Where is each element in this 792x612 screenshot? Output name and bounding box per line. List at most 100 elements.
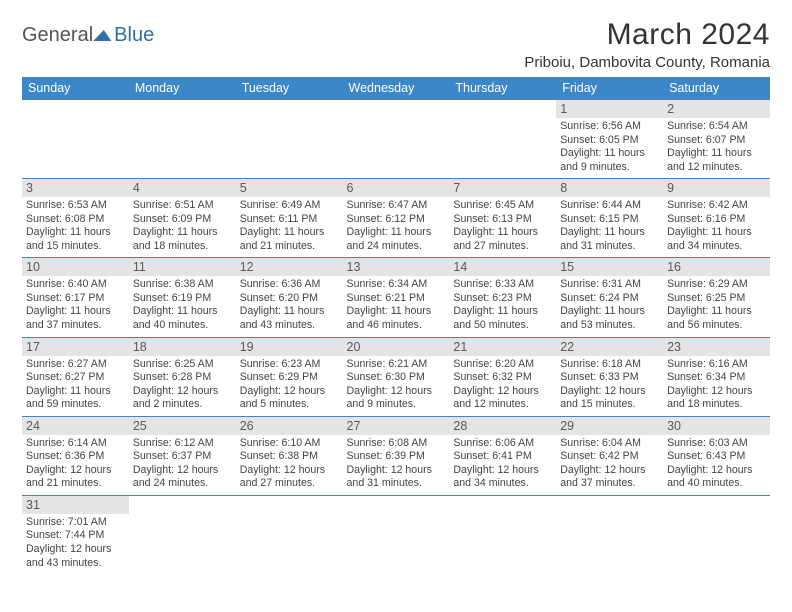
day-cell [663,495,770,574]
day-body: Sunrise: 6:27 AMSunset: 6:27 PMDaylight:… [22,356,129,416]
day-number: 22 [556,338,663,356]
calendar-head: SundayMondayTuesdayWednesdayThursdayFrid… [22,77,770,100]
day-cell: 9Sunrise: 6:42 AMSunset: 6:16 PMDaylight… [663,179,770,258]
week-row: 3Sunrise: 6:53 AMSunset: 6:08 PMDaylight… [22,179,770,258]
weekday-header: Thursday [449,77,556,100]
header-row: General Blue March 2024 Priboiu, Dambovit… [22,18,770,71]
day-number: 12 [236,258,343,276]
day-cell: 1Sunrise: 6:56 AMSunset: 6:05 PMDaylight… [556,100,663,179]
weekday-header: Sunday [22,77,129,100]
day-cell: 26Sunrise: 6:10 AMSunset: 6:38 PMDayligh… [236,416,343,495]
day-body: Sunrise: 6:14 AMSunset: 6:36 PMDaylight:… [22,435,129,495]
day-number: 16 [663,258,770,276]
day-cell [449,100,556,179]
day-number: 1 [556,100,663,118]
title-block: March 2024 Priboiu, Dambovita County, Ro… [524,18,770,71]
day-body: Sunrise: 6:40 AMSunset: 6:17 PMDaylight:… [22,276,129,336]
day-cell [343,495,450,574]
day-cell [343,100,450,179]
day-cell: 12Sunrise: 6:36 AMSunset: 6:20 PMDayligh… [236,258,343,337]
day-number: 23 [663,338,770,356]
day-cell: 29Sunrise: 6:04 AMSunset: 6:42 PMDayligh… [556,416,663,495]
day-cell: 17Sunrise: 6:27 AMSunset: 6:27 PMDayligh… [22,337,129,416]
day-number: 4 [129,179,236,197]
day-body: Sunrise: 6:47 AMSunset: 6:12 PMDaylight:… [343,197,450,257]
day-number: 25 [129,417,236,435]
weekday-header: Wednesday [343,77,450,100]
day-cell: 31Sunrise: 7:01 AMSunset: 7:44 PMDayligh… [22,495,129,574]
day-cell: 13Sunrise: 6:34 AMSunset: 6:21 PMDayligh… [343,258,450,337]
day-cell: 23Sunrise: 6:16 AMSunset: 6:34 PMDayligh… [663,337,770,416]
day-body: Sunrise: 6:49 AMSunset: 6:11 PMDaylight:… [236,197,343,257]
day-cell [236,100,343,179]
day-number: 7 [449,179,556,197]
day-cell: 3Sunrise: 6:53 AMSunset: 6:08 PMDaylight… [22,179,129,258]
weekday-header: Tuesday [236,77,343,100]
day-body: Sunrise: 6:08 AMSunset: 6:39 PMDaylight:… [343,435,450,495]
week-row: 17Sunrise: 6:27 AMSunset: 6:27 PMDayligh… [22,337,770,416]
day-number: 10 [22,258,129,276]
day-number: 14 [449,258,556,276]
day-body: Sunrise: 6:20 AMSunset: 6:32 PMDaylight:… [449,356,556,416]
day-body: Sunrise: 6:23 AMSunset: 6:29 PMDaylight:… [236,356,343,416]
calendar-table: SundayMondayTuesdayWednesdayThursdayFrid… [22,77,770,574]
day-cell: 21Sunrise: 6:20 AMSunset: 6:32 PMDayligh… [449,337,556,416]
day-cell: 25Sunrise: 6:12 AMSunset: 6:37 PMDayligh… [129,416,236,495]
day-number: 9 [663,179,770,197]
triangle-icon [93,30,113,41]
day-body: Sunrise: 6:45 AMSunset: 6:13 PMDaylight:… [449,197,556,257]
day-number: 21 [449,338,556,356]
calendar-body: 1Sunrise: 6:56 AMSunset: 6:05 PMDaylight… [22,100,770,575]
day-number: 2 [663,100,770,118]
day-body: Sunrise: 6:34 AMSunset: 6:21 PMDaylight:… [343,276,450,336]
day-cell: 19Sunrise: 6:23 AMSunset: 6:29 PMDayligh… [236,337,343,416]
day-body: Sunrise: 6:29 AMSunset: 6:25 PMDaylight:… [663,276,770,336]
brand-part2: Blue [114,24,154,47]
week-row: 31Sunrise: 7:01 AMSunset: 7:44 PMDayligh… [22,495,770,574]
day-number: 17 [22,338,129,356]
day-cell [556,495,663,574]
day-number: 15 [556,258,663,276]
day-cell [22,100,129,179]
day-cell: 27Sunrise: 6:08 AMSunset: 6:39 PMDayligh… [343,416,450,495]
day-cell: 6Sunrise: 6:47 AMSunset: 6:12 PMDaylight… [343,179,450,258]
day-body: Sunrise: 6:33 AMSunset: 6:23 PMDaylight:… [449,276,556,336]
day-number: 30 [663,417,770,435]
day-number: 29 [556,417,663,435]
day-number: 5 [236,179,343,197]
day-number: 24 [22,417,129,435]
day-body: Sunrise: 6:36 AMSunset: 6:20 PMDaylight:… [236,276,343,336]
day-cell: 22Sunrise: 6:18 AMSunset: 6:33 PMDayligh… [556,337,663,416]
location-line: Priboiu, Dambovita County, Romania [524,54,770,71]
day-cell: 30Sunrise: 6:03 AMSunset: 6:43 PMDayligh… [663,416,770,495]
day-cell: 14Sunrise: 6:33 AMSunset: 6:23 PMDayligh… [449,258,556,337]
day-number: 3 [22,179,129,197]
day-body: Sunrise: 6:53 AMSunset: 6:08 PMDaylight:… [22,197,129,257]
day-cell [449,495,556,574]
day-body: Sunrise: 6:42 AMSunset: 6:16 PMDaylight:… [663,197,770,257]
day-body: Sunrise: 6:18 AMSunset: 6:33 PMDaylight:… [556,356,663,416]
day-number: 8 [556,179,663,197]
brand-part1: General [22,24,93,47]
day-cell: 15Sunrise: 6:31 AMSunset: 6:24 PMDayligh… [556,258,663,337]
day-number: 26 [236,417,343,435]
day-cell: 24Sunrise: 6:14 AMSunset: 6:36 PMDayligh… [22,416,129,495]
week-row: 10Sunrise: 6:40 AMSunset: 6:17 PMDayligh… [22,258,770,337]
day-number: 19 [236,338,343,356]
day-cell: 11Sunrise: 6:38 AMSunset: 6:19 PMDayligh… [129,258,236,337]
day-cell [129,495,236,574]
day-number: 6 [343,179,450,197]
day-body: Sunrise: 6:25 AMSunset: 6:28 PMDaylight:… [129,356,236,416]
day-body: Sunrise: 6:44 AMSunset: 6:15 PMDaylight:… [556,197,663,257]
weekday-header: Saturday [663,77,770,100]
day-body: Sunrise: 6:56 AMSunset: 6:05 PMDaylight:… [556,118,663,178]
day-cell: 16Sunrise: 6:29 AMSunset: 6:25 PMDayligh… [663,258,770,337]
day-cell: 18Sunrise: 6:25 AMSunset: 6:28 PMDayligh… [129,337,236,416]
day-body: Sunrise: 6:31 AMSunset: 6:24 PMDaylight:… [556,276,663,336]
day-number: 27 [343,417,450,435]
day-cell: 7Sunrise: 6:45 AMSunset: 6:13 PMDaylight… [449,179,556,258]
day-number: 11 [129,258,236,276]
weekday-header: Monday [129,77,236,100]
day-cell: 20Sunrise: 6:21 AMSunset: 6:30 PMDayligh… [343,337,450,416]
day-cell: 2Sunrise: 6:54 AMSunset: 6:07 PMDaylight… [663,100,770,179]
